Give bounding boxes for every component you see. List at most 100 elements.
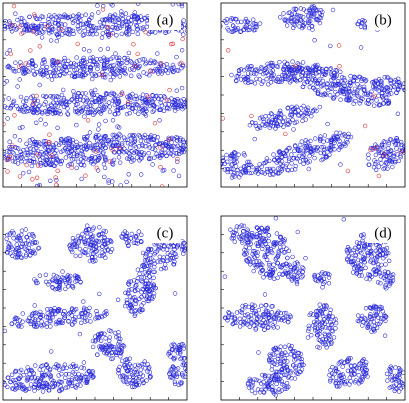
particle (113, 350, 118, 355)
particle (154, 249, 160, 254)
particle (104, 311, 109, 317)
particle (22, 241, 28, 246)
particle (110, 162, 116, 167)
particle (88, 242, 94, 247)
particle (362, 245, 367, 251)
particle (334, 130, 339, 136)
particle (271, 262, 276, 267)
particle (28, 48, 33, 53)
particle (100, 231, 105, 236)
particle (115, 297, 121, 302)
particle (264, 76, 269, 82)
particle (374, 98, 379, 103)
particle (256, 350, 261, 355)
particle (327, 272, 332, 277)
particle (152, 120, 158, 126)
particle (358, 45, 364, 50)
particle (366, 152, 371, 157)
particle (319, 339, 324, 345)
particle (39, 373, 45, 378)
particle (396, 372, 401, 378)
particle (172, 379, 178, 385)
particle (110, 179, 115, 184)
particle (58, 161, 64, 167)
particle (32, 24, 37, 29)
particle (351, 372, 357, 377)
particle (279, 239, 284, 245)
particle (269, 168, 274, 173)
particle (34, 175, 40, 181)
particle (124, 149, 129, 154)
particle (41, 93, 46, 99)
particle (228, 18, 234, 23)
particle (376, 164, 381, 169)
particle (245, 239, 250, 245)
particle (365, 250, 370, 256)
particle (103, 118, 108, 124)
particle (123, 137, 128, 143)
particle (267, 172, 273, 178)
particle (101, 63, 107, 69)
particle (238, 29, 243, 34)
particle (111, 344, 117, 350)
particle (163, 68, 168, 73)
particle (237, 316, 243, 321)
particle (103, 229, 109, 234)
particle (43, 99, 48, 105)
particle (98, 103, 103, 108)
particle (306, 328, 311, 334)
particle (139, 267, 144, 272)
particle (116, 155, 122, 160)
particle (152, 269, 157, 275)
particle (131, 150, 137, 156)
particle (14, 386, 19, 391)
particle (96, 25, 102, 30)
particle (350, 270, 356, 275)
particle (133, 367, 138, 372)
particle (128, 279, 134, 284)
particle (333, 366, 338, 372)
particle (167, 257, 173, 262)
particle (111, 157, 117, 163)
particle (38, 117, 43, 122)
particle (263, 160, 268, 166)
particle (372, 323, 377, 329)
particle (75, 275, 80, 280)
particle (56, 94, 61, 100)
particle (233, 227, 239, 233)
particle (365, 325, 370, 330)
particle (349, 368, 354, 373)
particle (122, 56, 127, 61)
particle (76, 240, 81, 246)
particle (34, 31, 39, 36)
particle (340, 379, 345, 384)
panel (3, 3, 187, 187)
particle (62, 55, 67, 61)
particle (56, 307, 61, 312)
particle (39, 35, 45, 40)
particle (139, 294, 144, 300)
particle (72, 147, 78, 152)
particle (79, 365, 84, 370)
particle (9, 321, 15, 327)
particle (30, 28, 35, 33)
particle (284, 384, 289, 389)
particle (89, 92, 95, 97)
particle (170, 375, 175, 381)
particle (347, 375, 352, 380)
particle (181, 374, 186, 379)
particle (232, 174, 237, 179)
particle (126, 291, 131, 297)
particle (86, 18, 92, 23)
particle (77, 64, 82, 70)
particle (327, 326, 333, 331)
particle (303, 158, 309, 163)
particle (332, 140, 337, 146)
particle (69, 243, 75, 248)
particle (360, 240, 365, 246)
particle (99, 346, 105, 351)
particle (139, 96, 145, 102)
particle (154, 93, 160, 99)
particle (286, 270, 292, 276)
particle (376, 76, 382, 82)
